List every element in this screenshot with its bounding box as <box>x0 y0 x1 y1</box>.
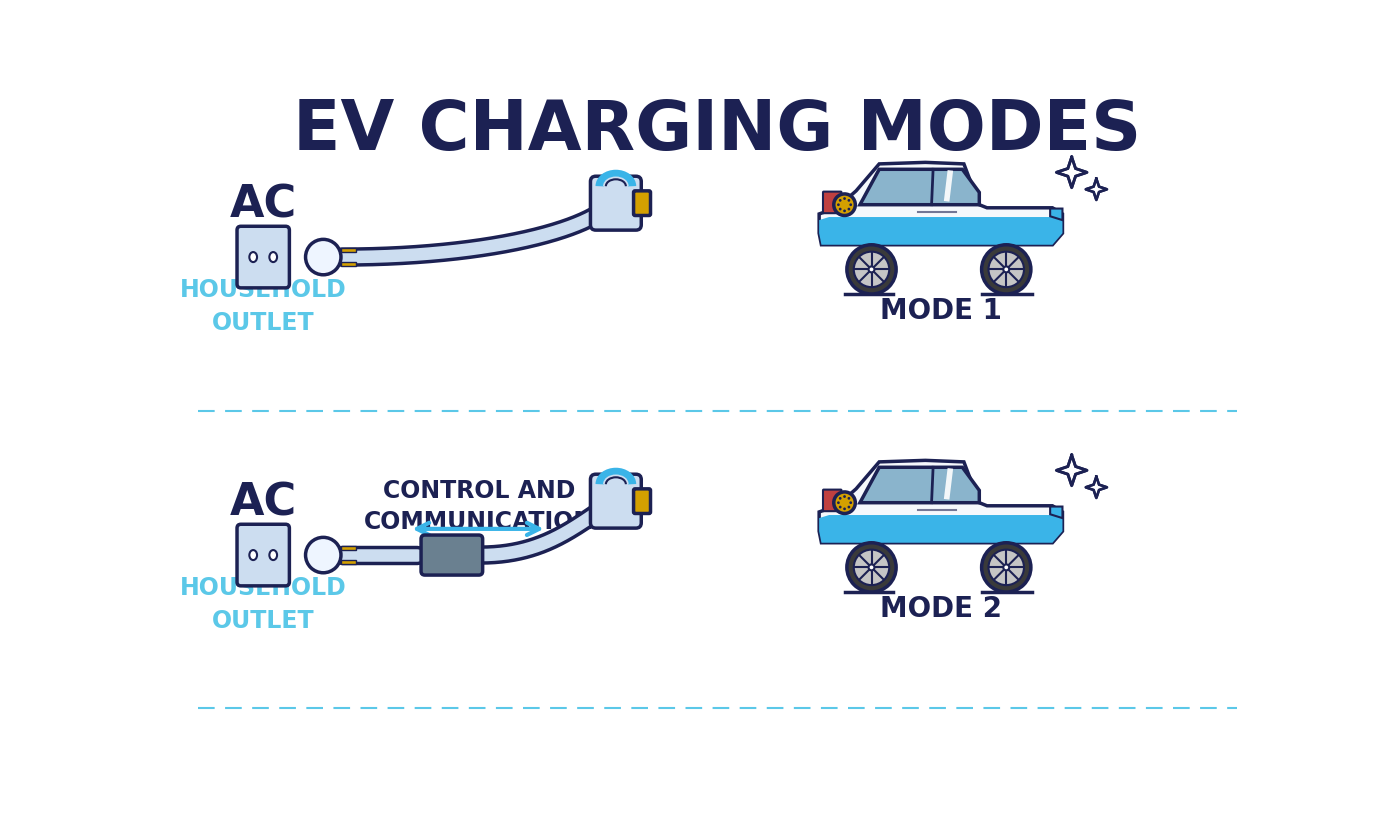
FancyBboxPatch shape <box>823 489 841 511</box>
FancyBboxPatch shape <box>421 535 483 575</box>
Polygon shape <box>1085 476 1107 498</box>
Circle shape <box>834 492 855 514</box>
Circle shape <box>847 199 850 202</box>
Polygon shape <box>1057 157 1086 188</box>
Circle shape <box>868 266 875 273</box>
Circle shape <box>305 537 342 573</box>
Circle shape <box>843 209 846 212</box>
Ellipse shape <box>249 550 258 560</box>
Polygon shape <box>819 515 1063 543</box>
Bar <box>342 262 357 266</box>
Circle shape <box>837 204 840 206</box>
Circle shape <box>839 505 841 509</box>
FancyBboxPatch shape <box>634 489 651 514</box>
Circle shape <box>839 199 841 202</box>
Circle shape <box>981 543 1030 592</box>
Text: HOUSEHOLD
OUTLET: HOUSEHOLD OUTLET <box>179 278 347 335</box>
FancyBboxPatch shape <box>237 226 290 288</box>
Circle shape <box>850 501 853 504</box>
Text: HOUSEHOLD
OUTLET: HOUSEHOLD OUTLET <box>179 575 347 633</box>
Text: CONTROL AND
COMMUNICATION: CONTROL AND COMMUNICATION <box>364 479 594 534</box>
Ellipse shape <box>269 550 277 560</box>
Circle shape <box>305 239 342 275</box>
Circle shape <box>843 197 846 200</box>
Circle shape <box>988 252 1023 287</box>
Circle shape <box>988 549 1023 585</box>
FancyBboxPatch shape <box>823 191 841 213</box>
Ellipse shape <box>269 252 277 262</box>
Circle shape <box>839 208 841 211</box>
Text: MODE 2: MODE 2 <box>879 595 1002 623</box>
Circle shape <box>981 245 1030 294</box>
Polygon shape <box>1057 455 1086 486</box>
FancyBboxPatch shape <box>591 475 641 528</box>
FancyBboxPatch shape <box>237 524 290 586</box>
Bar <box>342 248 357 252</box>
Circle shape <box>847 543 896 592</box>
Circle shape <box>854 252 889 287</box>
Text: MODE 1: MODE 1 <box>879 297 1002 325</box>
Polygon shape <box>819 461 1063 543</box>
Circle shape <box>847 245 896 294</box>
Circle shape <box>854 549 889 585</box>
Circle shape <box>847 208 850 211</box>
Polygon shape <box>1050 208 1063 220</box>
Polygon shape <box>1085 178 1107 200</box>
Text: AC: AC <box>230 481 297 524</box>
Ellipse shape <box>249 252 258 262</box>
Circle shape <box>834 194 855 216</box>
FancyBboxPatch shape <box>634 190 651 216</box>
Circle shape <box>839 497 841 500</box>
Circle shape <box>1004 564 1009 571</box>
Circle shape <box>847 497 850 500</box>
Circle shape <box>837 501 840 504</box>
Circle shape <box>868 564 875 571</box>
Bar <box>342 546 357 550</box>
Bar <box>342 560 357 564</box>
Polygon shape <box>860 467 980 503</box>
Circle shape <box>843 507 846 510</box>
Polygon shape <box>819 217 1063 245</box>
Text: EV CHARGING MODES: EV CHARGING MODES <box>294 97 1141 164</box>
Polygon shape <box>1050 506 1063 518</box>
Circle shape <box>850 204 853 206</box>
Circle shape <box>1004 266 1009 273</box>
FancyBboxPatch shape <box>591 176 641 230</box>
Text: AC: AC <box>230 183 297 226</box>
Polygon shape <box>819 162 1063 245</box>
Circle shape <box>847 505 850 509</box>
Circle shape <box>843 495 846 498</box>
Polygon shape <box>860 169 980 204</box>
